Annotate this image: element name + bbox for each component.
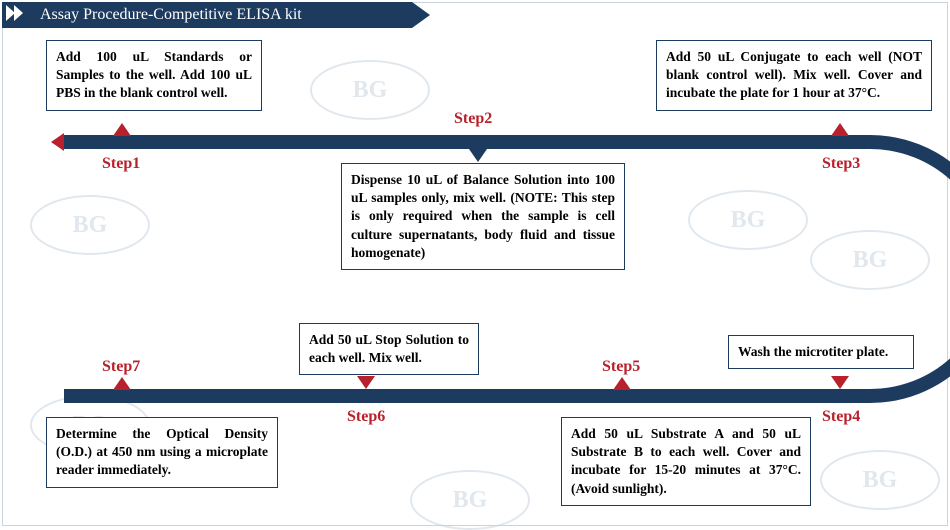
step-label-4: Step4 [822, 408, 860, 426]
step-pointer-1 [113, 123, 131, 136]
header-arrow [412, 2, 430, 28]
header-band: Assay Procedure-Competitive ELISA kit [2, 2, 412, 28]
step-box-4: Wash the microtiter plate. [728, 335, 914, 369]
chevron-icon [6, 5, 22, 21]
step-pointer-5 [613, 377, 631, 390]
start-arrow-icon [51, 133, 64, 151]
step-pointer-2 [469, 149, 487, 162]
step-pointer-3 [831, 123, 849, 136]
header-title: Assay Procedure-Competitive ELISA kit [40, 6, 302, 24]
step-label-6: Step6 [347, 408, 385, 426]
step-label-7: Step7 [102, 358, 140, 376]
step-label-5: Step5 [602, 358, 640, 376]
step-pointer-6 [357, 376, 375, 389]
step-label-3: Step3 [822, 155, 860, 173]
step-box-1: Add 100 uL Standards or Samples to the w… [46, 40, 262, 111]
step-box-6: Add 50 uL Stop Solution to each well. Mi… [299, 323, 479, 375]
step-label-1: Step1 [102, 155, 140, 173]
step-pointer-7 [113, 377, 131, 390]
step-pointer-4 [831, 376, 849, 389]
step-box-5: Add 50 uL Substrate A and 50 uL Substrat… [561, 417, 811, 506]
step-box-2: Dispense 10 uL of Balance Solution into … [341, 163, 625, 270]
step-label-2: Step2 [454, 110, 492, 128]
step-box-3: Add 50 uL Conjugate to each well (NOT bl… [656, 40, 932, 111]
step-box-7: Determine the Optical Density (O.D.) at … [46, 417, 278, 488]
